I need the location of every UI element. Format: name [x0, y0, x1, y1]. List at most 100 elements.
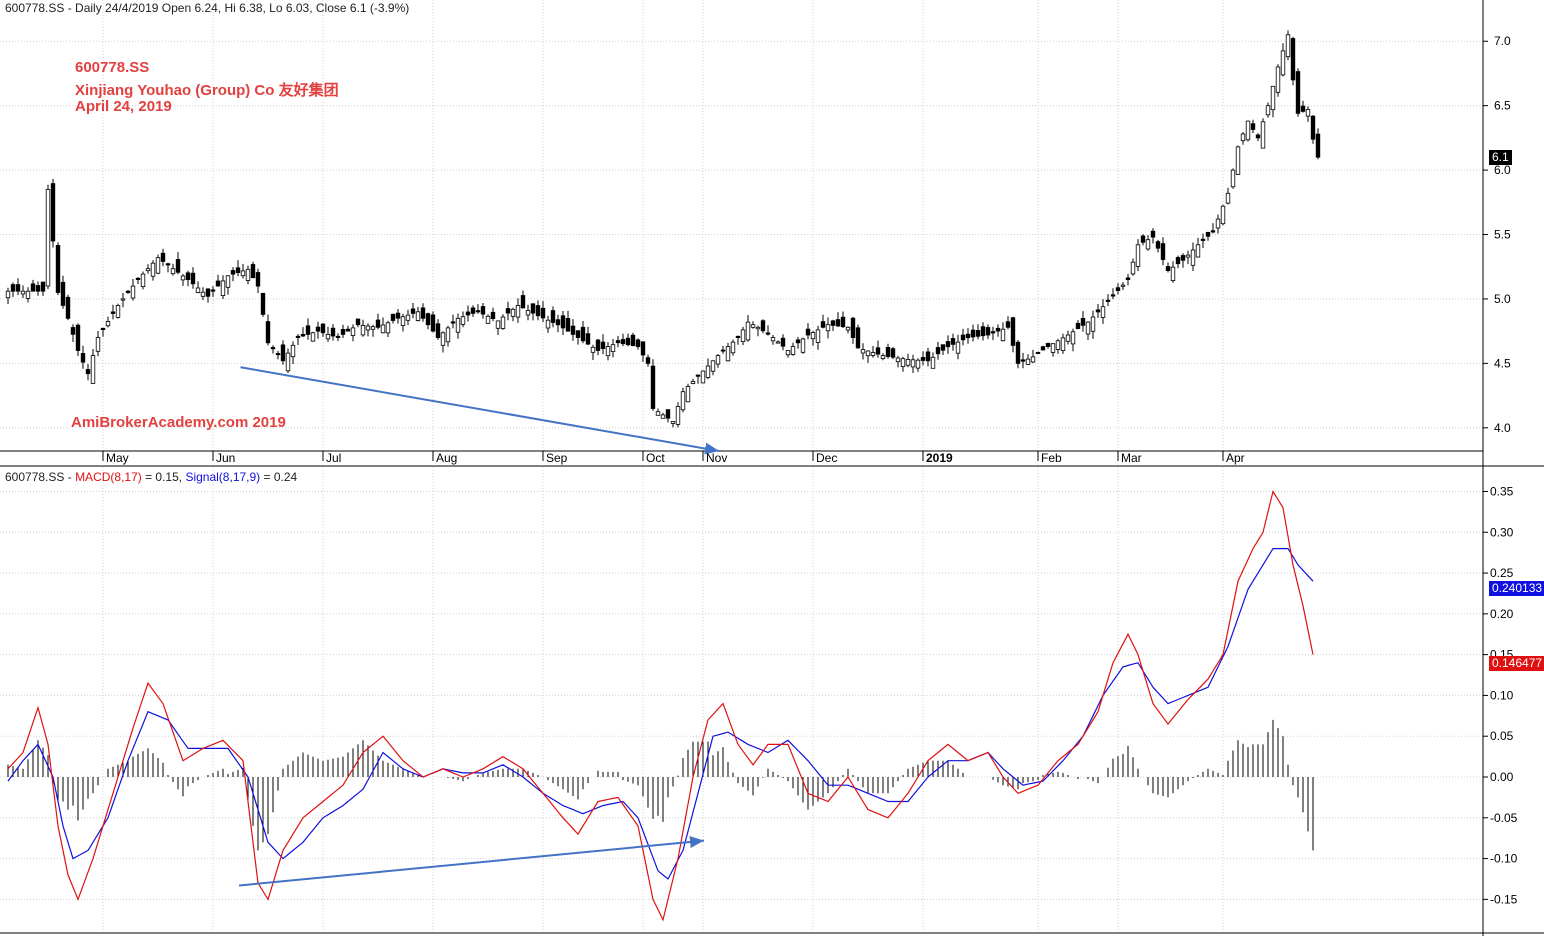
- candle: [1180, 253, 1186, 268]
- candle-body: [965, 333, 971, 339]
- candle-body: [775, 341, 781, 344]
- candle: [580, 321, 586, 344]
- candle: [170, 263, 176, 276]
- candle: [180, 274, 186, 286]
- candle-body: [25, 290, 31, 299]
- candle-body: [310, 332, 316, 342]
- candle-body: [675, 406, 681, 425]
- candle-body: [380, 324, 386, 334]
- candle-body: [760, 320, 766, 332]
- candle: [1020, 352, 1026, 369]
- candle: [780, 334, 786, 351]
- candle: [1070, 328, 1076, 352]
- candle-body: [625, 337, 631, 346]
- candle-body: [1125, 277, 1131, 280]
- candle-body: [730, 341, 736, 354]
- candle-body: [1110, 294, 1116, 297]
- candle: [245, 265, 251, 285]
- candle-body: [1140, 235, 1146, 243]
- price-tick-label: 6.5: [1494, 99, 1511, 113]
- candle: [1265, 102, 1271, 118]
- candle-body: [70, 327, 76, 335]
- candle-body: [600, 341, 606, 350]
- candle-body: [935, 347, 941, 355]
- candle: [995, 324, 1001, 337]
- candle-body: [680, 391, 686, 411]
- candle-body: [130, 285, 136, 299]
- candle: [190, 267, 196, 289]
- candle: [850, 316, 856, 344]
- candle: [115, 303, 121, 319]
- candle-body: [1065, 334, 1071, 342]
- candle-body: [1210, 230, 1216, 233]
- candle: [515, 298, 521, 323]
- candle: [530, 303, 536, 321]
- candle-body: [350, 327, 356, 336]
- grid-lines: [0, 0, 1483, 932]
- candle-body: [575, 330, 581, 339]
- candle: [405, 309, 411, 326]
- candle-body: [1230, 169, 1236, 188]
- candle: [690, 378, 696, 385]
- candle-body: [1310, 115, 1316, 140]
- candle: [315, 321, 321, 339]
- candle: [1280, 43, 1286, 77]
- macd-tick-label: -0.05: [1490, 811, 1518, 825]
- candle-body: [970, 329, 976, 338]
- candle-body: [1275, 66, 1281, 93]
- candle: [815, 325, 821, 350]
- candle: [715, 354, 721, 368]
- candle-body: [100, 327, 106, 330]
- candle: [790, 342, 796, 356]
- candle-body: [870, 352, 876, 356]
- candle-body: [535, 305, 541, 317]
- candle-body: [930, 356, 936, 369]
- candle-body: [425, 313, 431, 326]
- candle: [1160, 237, 1166, 266]
- candle: [1310, 115, 1316, 144]
- candle-body: [1135, 244, 1141, 267]
- candle: [735, 335, 741, 345]
- candle-body: [450, 321, 456, 324]
- candle-body: [800, 338, 806, 353]
- macd-tick-label: 0.25: [1490, 566, 1514, 580]
- candle-body: [200, 291, 206, 297]
- candle: [1015, 340, 1021, 369]
- candle: [370, 324, 376, 337]
- candle-body: [265, 321, 271, 344]
- candle-body: [860, 349, 866, 354]
- candle: [1300, 100, 1306, 113]
- candle: [860, 343, 866, 360]
- price-tick-label: 4.0: [1494, 421, 1511, 435]
- candle-body: [1055, 340, 1061, 350]
- candle: [165, 262, 171, 273]
- candle: [505, 301, 511, 321]
- candle-body: [945, 341, 951, 348]
- candle: [1115, 283, 1121, 295]
- candle: [895, 355, 901, 368]
- candle: [1215, 214, 1221, 234]
- candle: [635, 338, 641, 350]
- price-tick-label: 6.0: [1494, 163, 1511, 177]
- candle-body: [845, 326, 851, 331]
- candle: [950, 333, 956, 351]
- signal-line: [7, 547, 1314, 880]
- candle-body: [1255, 134, 1261, 139]
- candle: [875, 340, 881, 358]
- candle: [545, 315, 551, 333]
- candle-body: [460, 316, 466, 325]
- candle: [630, 332, 636, 347]
- candle: [240, 263, 246, 279]
- candle-body: [1200, 238, 1206, 241]
- month-label: Sep: [546, 451, 568, 465]
- candle-body: [585, 333, 591, 345]
- candle: [940, 344, 946, 355]
- candle-body: [1100, 306, 1106, 318]
- candle-body: [325, 333, 331, 340]
- candle: [1135, 239, 1141, 272]
- candle: [730, 339, 736, 356]
- candle-body: [705, 365, 711, 378]
- candle-body: [895, 357, 901, 363]
- candle: [10, 282, 16, 297]
